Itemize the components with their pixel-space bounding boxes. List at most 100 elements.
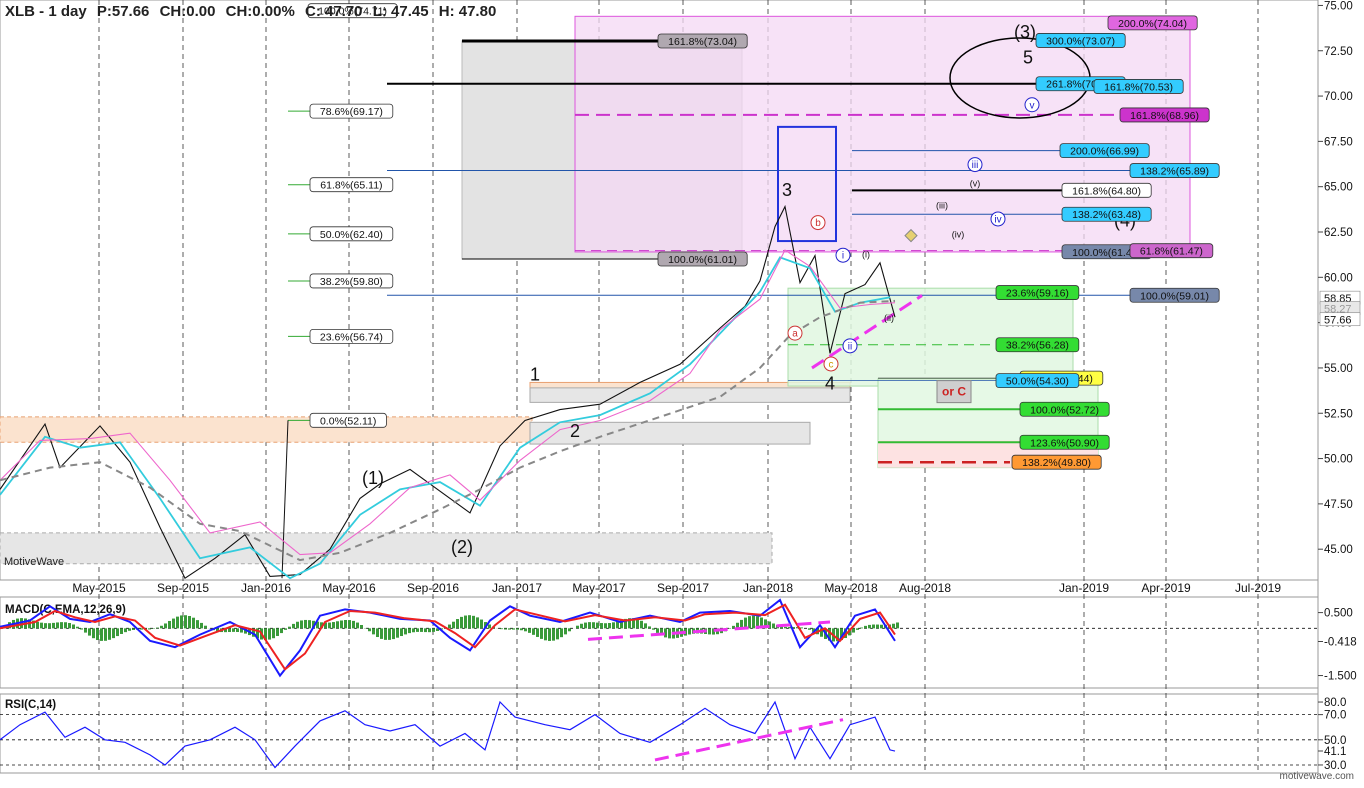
support-fib-label-text: 50.0%(54.30) (1006, 376, 1069, 388)
macd-hist-bar (180, 615, 183, 628)
symbol-label: XLB - 1 day (5, 3, 87, 20)
left-fib-label: 50.0%(62.40) (310, 227, 393, 241)
right-fib-label-text: 138.2%(65.89) (1140, 166, 1209, 178)
macd-hist-bar (560, 628, 563, 637)
sub-wave-marker: c (824, 357, 838, 371)
small-wave-label: (iv) (952, 229, 965, 239)
right-fib-label: 161.8%(64.80) (1062, 183, 1151, 197)
small-wave-label: (i) (862, 249, 870, 259)
macd-hist-bar (52, 623, 55, 628)
macd-hist-bar (876, 625, 879, 629)
macd-hist-bar (160, 626, 163, 629)
left-fib-label: 78.6%(69.17) (310, 104, 393, 118)
macd-hist-bar (200, 623, 203, 628)
macd-hist-bar (108, 628, 111, 639)
support-zone-1 (530, 388, 850, 403)
macd-hist-bar (292, 624, 295, 628)
macd-hist-bar (896, 622, 899, 628)
right-fib-label-text: 100.0%(59.01) (1140, 290, 1209, 302)
sub-wave-label: a (792, 329, 798, 340)
macd-signal-line (0, 605, 895, 670)
macd-hist-bar (132, 628, 135, 630)
left-fib-label-text: 78.6%(69.17) (320, 106, 383, 118)
right-fib-label: 300.0%(73.07) (1036, 33, 1125, 47)
support-fib-label-text: 138.2%(49.80) (1022, 457, 1091, 469)
support-fib-label: 100.0%(52.72) (1020, 402, 1109, 416)
macd-hist-bar (596, 623, 599, 629)
macd-hist-bar (488, 624, 491, 628)
macd-hist-bar (76, 627, 79, 629)
price-axis-label: 75.00 (1324, 0, 1353, 12)
macd-hist-bar (548, 628, 551, 641)
macd-hist-bar (268, 628, 271, 639)
sub-wave-label: ii (848, 341, 852, 352)
date-tick-label: Jan-2016 (241, 581, 291, 595)
macd-hist-bar (388, 628, 391, 640)
sub-wave-marker: ii (843, 339, 857, 353)
sub-wave-marker: b (811, 216, 825, 230)
macd-hist-bar (360, 625, 363, 628)
low-readout: L: 47.45 (373, 3, 429, 20)
credit-label: motivewave.com (1280, 771, 1354, 782)
macd-hist-bar (332, 622, 335, 628)
macd-hist-bar (520, 628, 523, 630)
date-tick-label: May-2017 (572, 581, 626, 595)
macd-hist-bar (532, 628, 535, 635)
price-axis-label: 45.00 (1324, 544, 1353, 556)
macd-hist-bar (204, 626, 207, 629)
date-tick-label: Sep-2016 (407, 581, 459, 595)
date-tick-label: Aug-2018 (899, 581, 951, 595)
macd-hist-bar (800, 627, 803, 628)
macd-hist-bar (468, 615, 471, 628)
support-fib-label-text: 123.6%(50.90) (1030, 437, 1099, 449)
rsi-title: RSI(C,14) (5, 699, 56, 711)
or-c-note: or C (937, 381, 971, 403)
wave-label: (3) (1014, 22, 1036, 42)
macd-hist-bar (236, 628, 239, 632)
right-fib-label-text: 161.8%(64.80) (1072, 185, 1141, 197)
sub-wave-marker: iii (968, 158, 982, 172)
macd-hist-bar (228, 628, 231, 632)
macd-hist-bar (516, 628, 519, 629)
macd-hist-bar (104, 628, 107, 640)
macd-hist-bar (708, 628, 711, 634)
macd-hist-bar (508, 628, 511, 629)
sub-wave-marker: a (788, 326, 802, 340)
wave-label: 1 (530, 365, 540, 385)
support-fib-label: 138.2%(49.80) (1012, 455, 1101, 469)
sub-wave-label: b (815, 218, 821, 229)
macd-axis-label: -0.418 (1324, 636, 1357, 648)
wave-label: (2) (451, 537, 473, 557)
left-fib-label: 38.2%(59.80) (310, 274, 393, 288)
macd-hist-bar (568, 628, 571, 631)
macd-hist-bar (600, 623, 603, 628)
wave-label: 5 (1023, 47, 1033, 67)
macd-hist-bar (584, 623, 587, 629)
macd-hist-bar (528, 628, 531, 633)
right-fib-label: 200.0%(74.04) (1108, 16, 1197, 30)
macd-hist-bar (396, 628, 399, 637)
macd-panel-frame (0, 597, 1318, 688)
macd-hist-bar (344, 620, 347, 628)
change-readout: CH:0.00 (160, 3, 216, 20)
left-fib-label-text: 38.2%(59.80) (320, 276, 383, 288)
rsi-axis-label: 80.0 (1324, 697, 1346, 709)
macd-hist-bar (296, 622, 299, 629)
left-fib-label: 61.8%(65.11) (310, 178, 393, 192)
right-fib-label-text: 161.8%(70.53) (1104, 81, 1173, 93)
sub-wave-label: v (1030, 100, 1035, 111)
left-fib-label-text: 23.6%(56.74) (320, 331, 383, 343)
macd-hist-bar (276, 628, 279, 636)
macd-hist-bar (68, 623, 71, 628)
macd-hist-bar (348, 620, 351, 628)
macd-hist-bar (412, 628, 415, 632)
date-tick-label: Apr-2019 (1141, 581, 1191, 595)
macd-hist-bar (420, 628, 423, 632)
support-fib-label-text: 100.0%(52.72) (1030, 404, 1099, 416)
left-fib-label-text: 0.0%(52.11) (320, 415, 376, 427)
macd-hist-bar (232, 628, 235, 632)
macd-hist-bar (732, 626, 735, 628)
left-fib-label-text: 61.8%(65.11) (320, 180, 382, 192)
